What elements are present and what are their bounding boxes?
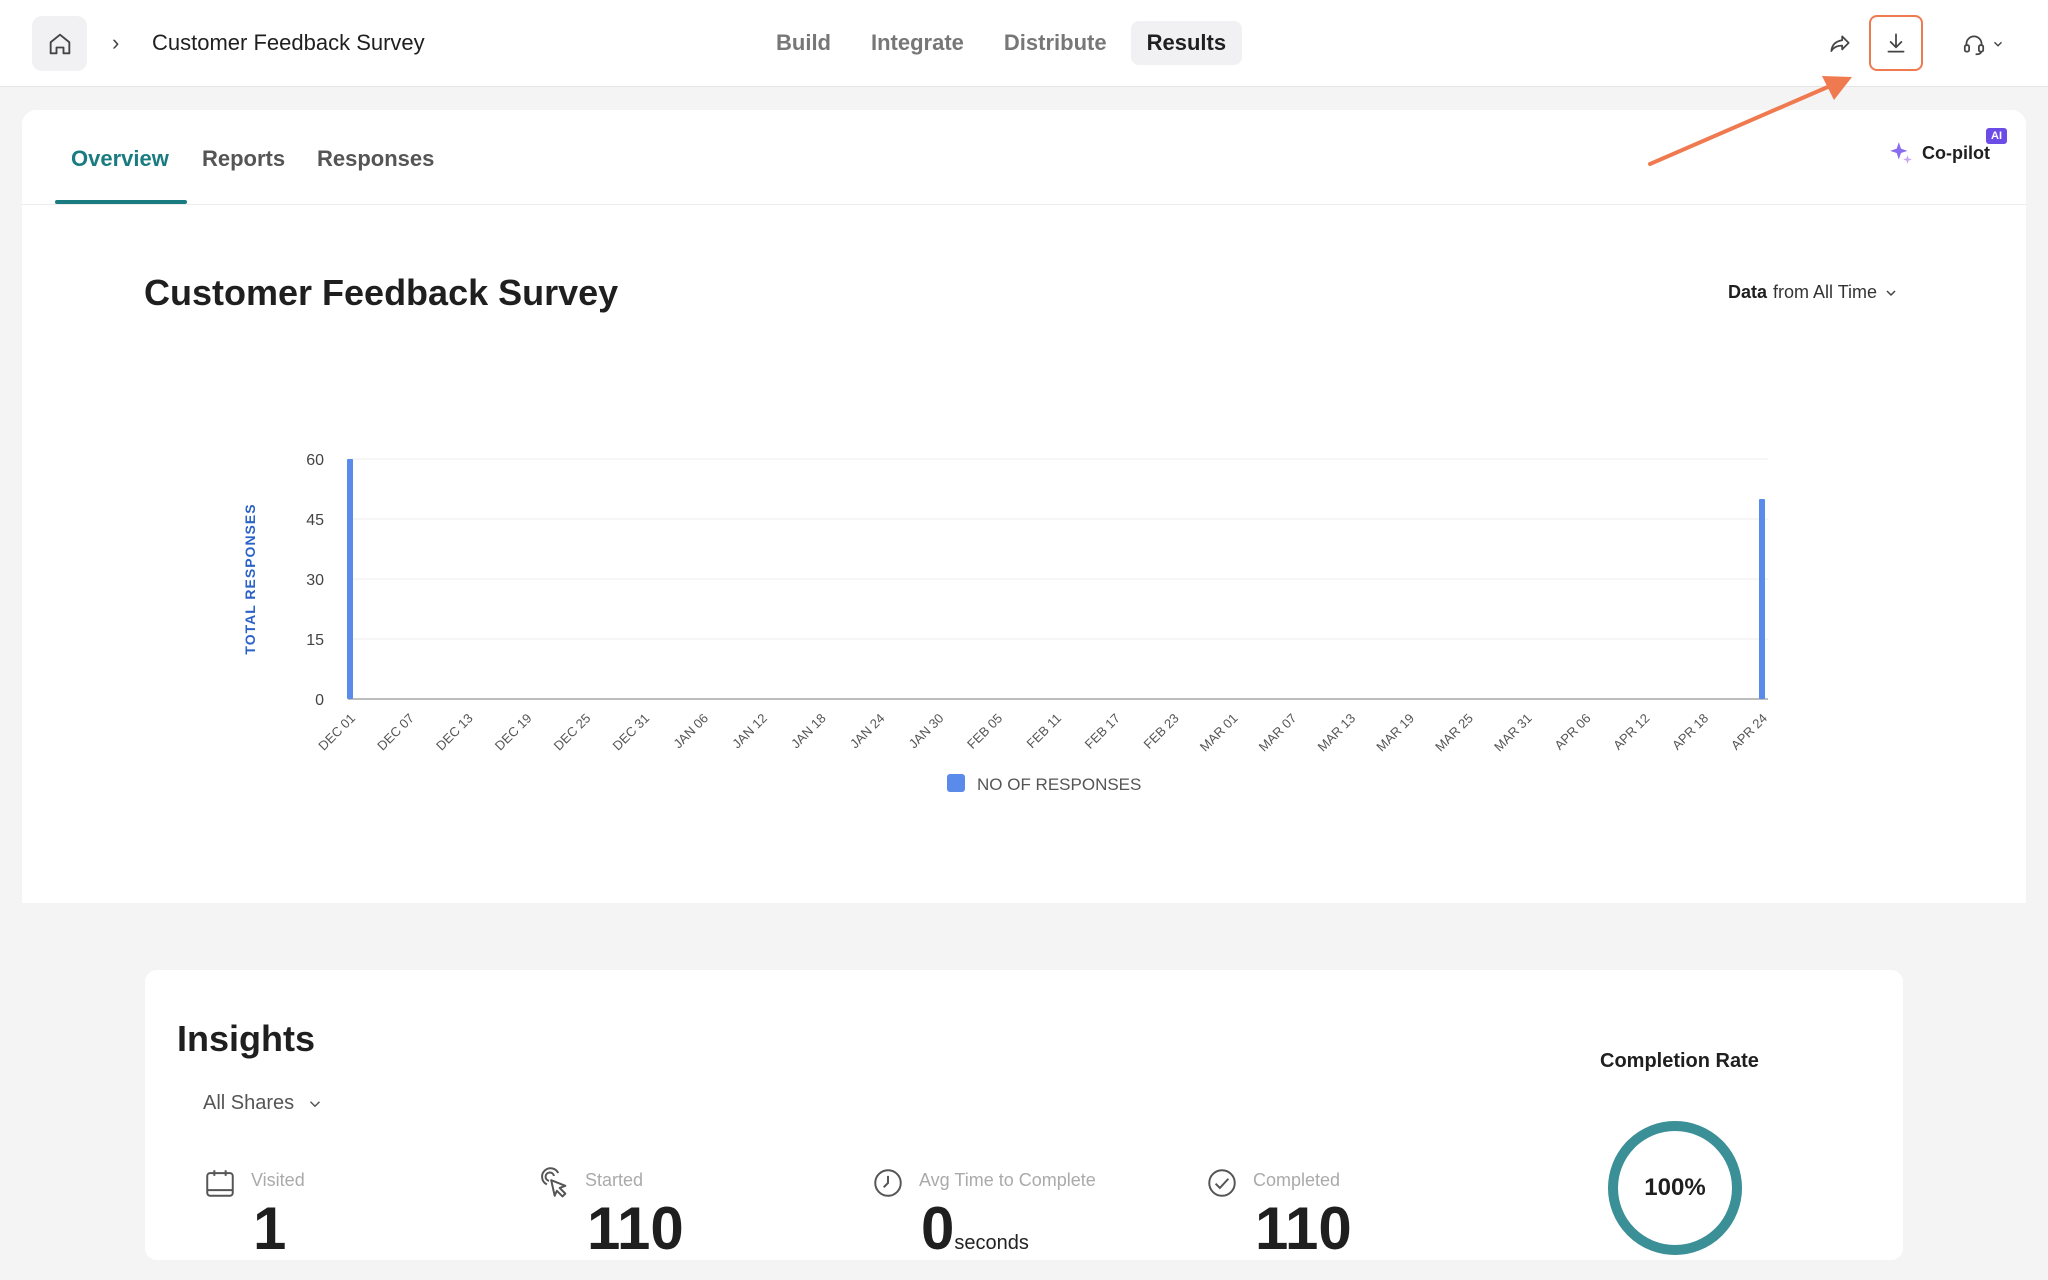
y-tick-label: 0 bbox=[315, 692, 324, 709]
breadcrumb-title[interactable]: Customer Feedback Survey bbox=[152, 30, 425, 55]
overview-card: Overview Reports Responses Co-pilot AI C… bbox=[22, 110, 2026, 903]
check-circle-icon bbox=[1208, 1169, 1236, 1197]
survey-title: Customer Feedback Survey bbox=[144, 272, 619, 313]
x-tick-label: MAR 19 bbox=[1373, 711, 1417, 755]
y-tick-label: 60 bbox=[306, 452, 324, 469]
x-tick-label: APR 24 bbox=[1728, 711, 1770, 753]
x-tick-label: MAR 13 bbox=[1314, 711, 1358, 755]
metric-value: 0seconds bbox=[921, 1195, 1029, 1262]
download-icon bbox=[1887, 33, 1905, 53]
main-nav: Build Integrate Distribute Results bbox=[760, 21, 1243, 65]
share-icon bbox=[1830, 35, 1850, 52]
pointer-click-icon bbox=[541, 1167, 567, 1198]
tab-overview[interactable]: Overview bbox=[71, 146, 169, 171]
metric-unit: seconds bbox=[954, 1232, 1029, 1254]
shares-dropdown[interactable]: All Shares bbox=[203, 1092, 324, 1115]
headset-icon bbox=[1963, 35, 1985, 56]
metric-label: Visited bbox=[251, 1170, 305, 1190]
copilot-label: Co-pilot bbox=[1922, 142, 1990, 163]
x-tick-label: DEC 13 bbox=[433, 711, 476, 754]
x-tick-label: FEB 11 bbox=[1024, 711, 1065, 752]
date-filter-value: from All Time bbox=[1773, 282, 1878, 302]
nav-integrate[interactable]: Integrate bbox=[871, 30, 964, 55]
nav-results[interactable]: Results bbox=[1130, 21, 1243, 65]
y-axis-label: TOTAL RESPONSES bbox=[242, 503, 258, 654]
x-tick-label: MAR 07 bbox=[1256, 711, 1300, 755]
date-filter-label: Data bbox=[1728, 282, 1768, 302]
copilot-button[interactable]: Co-pilot bbox=[1888, 140, 1990, 166]
x-tick-label: DEC 25 bbox=[551, 711, 594, 754]
x-tick-label: FEB 17 bbox=[1082, 711, 1123, 752]
y-tick-label: 15 bbox=[306, 632, 324, 649]
download-button[interactable] bbox=[1869, 15, 1923, 71]
ai-badge: AI bbox=[1986, 128, 2007, 144]
sparkle-icon bbox=[1890, 142, 1912, 164]
tab-reports[interactable]: Reports bbox=[202, 146, 286, 171]
nav-distribute[interactable]: Distribute bbox=[1003, 30, 1107, 55]
x-tick-label: APR 06 bbox=[1551, 711, 1593, 753]
share-button[interactable] bbox=[1822, 26, 1858, 62]
bar bbox=[347, 459, 353, 699]
completion-rate-label: Completion Rate bbox=[1600, 1050, 1759, 1072]
tab-responses[interactable]: Responses bbox=[317, 146, 435, 171]
x-tick-label: JAN 18 bbox=[788, 711, 829, 752]
x-tick-label: FEB 23 bbox=[1141, 711, 1182, 752]
x-tick-label: MAR 01 bbox=[1197, 711, 1241, 755]
metric-value: 110 bbox=[1255, 1195, 1352, 1262]
metric-value: 1 bbox=[253, 1195, 287, 1262]
x-tick-label: JAN 24 bbox=[847, 711, 888, 752]
legend-label: NO OF RESPONSES bbox=[977, 775, 1141, 794]
x-tick-label: DEC 01 bbox=[315, 711, 358, 754]
metric-label: Avg Time to Complete bbox=[919, 1170, 1096, 1190]
calendar-icon bbox=[206, 1170, 234, 1197]
responses-chart: 0 15 30 45 60 TOTAL RESPONSES DEC 01 DEC 07 DEC … bbox=[242, 452, 1770, 794]
insights-card: Insights All Shares Visited 1 Started 11… bbox=[145, 970, 1903, 1262]
x-tick-label: FEB 05 bbox=[964, 711, 1005, 752]
active-tab-indicator bbox=[55, 200, 187, 204]
y-tick-label: 45 bbox=[306, 512, 324, 529]
chevron-down-icon bbox=[1886, 289, 1896, 296]
nav-build[interactable]: Build bbox=[776, 30, 831, 55]
shares-dropdown-label: All Shares bbox=[203, 1092, 295, 1114]
breadcrumb-separator: › bbox=[112, 30, 120, 55]
x-tick-label: APR 12 bbox=[1610, 711, 1652, 753]
top-bar: › Customer Feedback Survey Build Integra… bbox=[0, 0, 2048, 87]
chevron-down-icon bbox=[1994, 41, 2002, 47]
metric-label: Started bbox=[585, 1170, 644, 1190]
x-tick-label: DEC 19 bbox=[492, 711, 535, 754]
x-tick-label: MAR 31 bbox=[1491, 711, 1535, 755]
legend-swatch bbox=[947, 774, 965, 792]
completion-ring bbox=[1608, 1121, 1742, 1255]
date-range-dropdown[interactable]: Data from All Time bbox=[1728, 282, 1899, 303]
bar bbox=[1759, 499, 1765, 699]
y-tick-label: 30 bbox=[306, 572, 324, 589]
clock-icon bbox=[874, 1169, 902, 1197]
home-button[interactable] bbox=[32, 16, 87, 71]
metric-value: 110 bbox=[587, 1195, 684, 1262]
home-icon bbox=[49, 33, 70, 54]
metric-label: Completed bbox=[1253, 1170, 1341, 1190]
x-tick-label: JAN 12 bbox=[729, 711, 770, 752]
x-tick-label: JAN 06 bbox=[670, 711, 711, 752]
insights-title: Insights bbox=[177, 1018, 316, 1059]
completion-rate-value: 100% bbox=[1644, 1174, 1706, 1201]
support-menu-button[interactable] bbox=[1958, 26, 2008, 62]
x-tick-label: APR 18 bbox=[1669, 711, 1711, 753]
x-tick-label: DEC 07 bbox=[374, 711, 417, 754]
chevron-down-icon bbox=[310, 1100, 321, 1107]
x-tick-label: DEC 31 bbox=[609, 711, 652, 754]
x-tick-label: JAN 30 bbox=[906, 711, 947, 752]
results-subtabs: Overview Reports Responses Co-pilot AI bbox=[22, 110, 2026, 205]
x-tick-label: MAR 25 bbox=[1432, 711, 1476, 755]
